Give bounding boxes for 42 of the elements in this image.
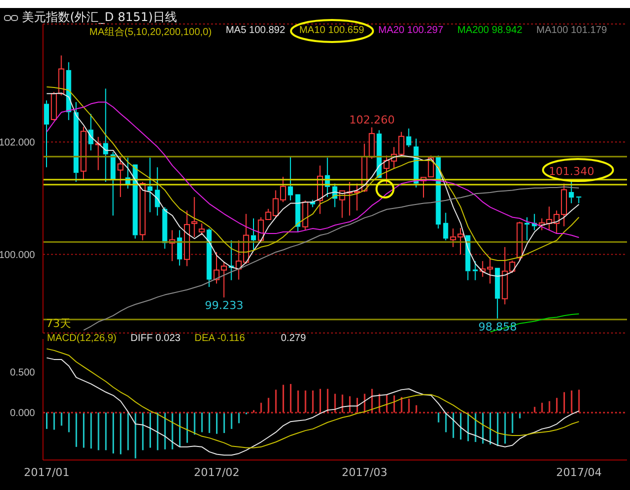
annotation: 99.233 — [204, 299, 244, 312]
candlestick — [295, 194, 300, 232]
text: MA200 98.942 — [457, 25, 522, 38]
candlestick — [154, 166, 160, 216]
candlestick — [66, 62, 72, 121]
line-series — [83, 186, 580, 331]
y-tick-label: 100.000 — [0, 250, 36, 261]
x-tick-label: 2017/02 — [194, 466, 240, 479]
y-tick-label: 102.000 — [0, 138, 36, 149]
annotation: 102.260 — [349, 113, 395, 126]
text: MA5 100.892 — [226, 25, 286, 38]
y-tick-label: 0.500 — [10, 367, 36, 378]
legend-title: MACD(12,26,9) — [47, 333, 116, 344]
line-series — [46, 357, 580, 456]
text: MA10 100.659 — [299, 25, 364, 38]
candlestick — [576, 196, 582, 204]
candlestick — [103, 88, 108, 182]
candlestick — [44, 100, 49, 168]
line-series — [46, 348, 580, 448]
legend-title: MA组合(5,10,20,200,100,0) — [89, 26, 212, 39]
candlestick — [191, 196, 198, 238]
x-tick-label: 2017/03 — [342, 466, 388, 479]
candlestick — [494, 268, 500, 320]
candlestick — [110, 152, 116, 216]
y-tick-label: 0.000 — [10, 408, 36, 420]
x-tick-label: 2017/04 — [556, 466, 602, 479]
candlestick — [288, 156, 293, 201]
annotation: 73天 — [46, 316, 71, 331]
text: MA20 100.297 — [378, 25, 444, 38]
candlestick — [147, 157, 152, 213]
candlestick — [132, 164, 138, 240]
text: MA100 101.179 — [536, 25, 607, 38]
x-tick-label: 2017/01 — [24, 466, 70, 479]
annotation: 0.279 — [280, 333, 306, 344]
text: DIFF 0.023 — [130, 333, 180, 344]
candlestick — [177, 230, 182, 266]
text: DEA -0.116 — [194, 333, 245, 344]
candlestick — [250, 218, 256, 250]
annotation: 101.340 — [548, 165, 594, 178]
candlestick — [162, 206, 168, 250]
candlestick — [206, 228, 212, 288]
candlestick — [443, 212, 448, 241]
